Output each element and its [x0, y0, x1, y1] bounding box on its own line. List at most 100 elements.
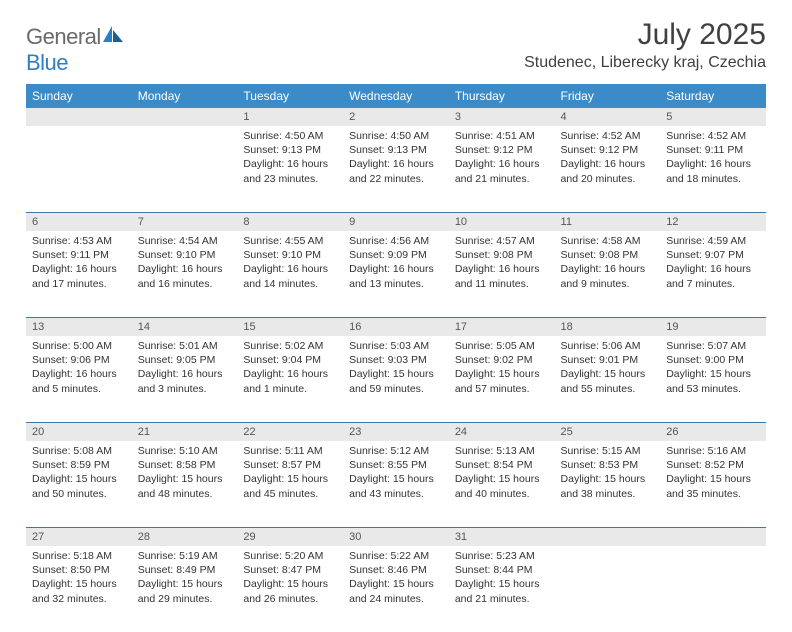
daylight-line: Daylight: 15 hours and 43 minutes.: [349, 472, 443, 500]
day-cell-body: Sunrise: 5:03 AMSunset: 9:03 PMDaylight:…: [343, 336, 449, 422]
daylight-line: Daylight: 16 hours and 22 minutes.: [349, 157, 443, 185]
day-cell-header: 19: [660, 317, 766, 336]
day-cell-header: 10: [449, 212, 555, 231]
location-subtitle: Studenec, Liberecky kraj, Czechia: [524, 54, 766, 72]
daylight-line: Daylight: 16 hours and 20 minutes.: [561, 157, 655, 185]
day-cell-body: Sunrise: 5:02 AMSunset: 9:04 PMDaylight:…: [237, 336, 343, 422]
daylight-line: Daylight: 16 hours and 3 minutes.: [138, 367, 232, 395]
day-cell-body: [660, 546, 766, 632]
daynum-row: 12345: [26, 108, 766, 126]
sunset-line: Sunset: 9:04 PM: [243, 353, 337, 367]
day-content: Sunrise: 5:00 AMSunset: 9:06 PMDaylight:…: [26, 336, 132, 402]
day-cell-body: Sunrise: 5:15 AMSunset: 8:53 PMDaylight:…: [555, 441, 661, 527]
day-cell-header: 5: [660, 108, 766, 126]
day-cell-header: 15: [237, 317, 343, 336]
day-cell-header: [660, 527, 766, 546]
sunrise-line: Sunrise: 5:03 AM: [349, 339, 443, 353]
sunrise-line: Sunrise: 4:57 AM: [455, 234, 549, 248]
day-number: 29: [237, 527, 343, 546]
day-cell-body: Sunrise: 5:20 AMSunset: 8:47 PMDaylight:…: [237, 546, 343, 632]
daynum-row: 2728293031: [26, 527, 766, 546]
day-content: [660, 546, 766, 555]
sunrise-line: Sunrise: 5:08 AM: [32, 444, 126, 458]
sunrise-line: Sunrise: 5:23 AM: [455, 549, 549, 563]
sunset-line: Sunset: 9:08 PM: [561, 248, 655, 262]
day-content: Sunrise: 5:23 AMSunset: 8:44 PMDaylight:…: [449, 546, 555, 612]
sunrise-line: Sunrise: 4:52 AM: [666, 129, 760, 143]
day-cell-header: 31: [449, 527, 555, 546]
sunset-line: Sunset: 8:54 PM: [455, 458, 549, 472]
day-cell-header: 23: [343, 422, 449, 441]
day-number: 17: [449, 317, 555, 336]
day-cell-body: Sunrise: 5:00 AMSunset: 9:06 PMDaylight:…: [26, 336, 132, 422]
day-cell-header: 8: [237, 212, 343, 231]
sunset-line: Sunset: 8:58 PM: [138, 458, 232, 472]
sunrise-line: Sunrise: 5:10 AM: [138, 444, 232, 458]
day-content: Sunrise: 5:16 AMSunset: 8:52 PMDaylight:…: [660, 441, 766, 507]
daylight-line: Daylight: 15 hours and 26 minutes.: [243, 577, 337, 605]
day-cell-header: 20: [26, 422, 132, 441]
title-block: July 2025 Studenec, Liberecky kraj, Czec…: [524, 18, 766, 72]
day-number: 16: [343, 317, 449, 336]
day-number: 8: [237, 212, 343, 231]
daylight-line: Daylight: 15 hours and 50 minutes.: [32, 472, 126, 500]
sunrise-line: Sunrise: 4:58 AM: [561, 234, 655, 248]
day-number: 12: [660, 212, 766, 231]
day-cell-body: Sunrise: 5:12 AMSunset: 8:55 PMDaylight:…: [343, 441, 449, 527]
day-content: Sunrise: 5:20 AMSunset: 8:47 PMDaylight:…: [237, 546, 343, 612]
daylight-line: Daylight: 16 hours and 14 minutes.: [243, 262, 337, 290]
brand-text-general: General: [26, 24, 101, 49]
day-cell-body: Sunrise: 5:08 AMSunset: 8:59 PMDaylight:…: [26, 441, 132, 527]
weekday-header: Saturday: [660, 84, 766, 108]
daylight-line: Daylight: 16 hours and 18 minutes.: [666, 157, 760, 185]
day-cell-header: [555, 527, 661, 546]
weekday-header: Tuesday: [237, 84, 343, 108]
day-cell-header: 30: [343, 527, 449, 546]
day-number: 7: [132, 212, 238, 231]
day-cell-header: 27: [26, 527, 132, 546]
sunset-line: Sunset: 9:13 PM: [243, 143, 337, 157]
sunset-line: Sunset: 9:12 PM: [455, 143, 549, 157]
day-cell-body: Sunrise: 5:01 AMSunset: 9:05 PMDaylight:…: [132, 336, 238, 422]
day-content: Sunrise: 5:10 AMSunset: 8:58 PMDaylight:…: [132, 441, 238, 507]
day-content: Sunrise: 5:03 AMSunset: 9:03 PMDaylight:…: [343, 336, 449, 402]
day-number: 15: [237, 317, 343, 336]
sunrise-line: Sunrise: 4:50 AM: [243, 129, 337, 143]
day-number: 24: [449, 422, 555, 441]
day-content: Sunrise: 5:13 AMSunset: 8:54 PMDaylight:…: [449, 441, 555, 507]
day-cell-header: [132, 108, 238, 126]
day-number: 30: [343, 527, 449, 546]
sunset-line: Sunset: 8:46 PM: [349, 563, 443, 577]
day-cell-body: Sunrise: 5:11 AMSunset: 8:57 PMDaylight:…: [237, 441, 343, 527]
day-content: [555, 546, 661, 555]
sunrise-line: Sunrise: 5:15 AM: [561, 444, 655, 458]
day-cell-header: 11: [555, 212, 661, 231]
sunset-line: Sunset: 9:08 PM: [455, 248, 549, 262]
daycontent-row: Sunrise: 4:50 AMSunset: 9:13 PMDaylight:…: [26, 126, 766, 212]
day-number: 4: [555, 108, 661, 126]
day-number: 26: [660, 422, 766, 441]
daylight-line: Daylight: 15 hours and 32 minutes.: [32, 577, 126, 605]
sunset-line: Sunset: 8:47 PM: [243, 563, 337, 577]
sunset-line: Sunset: 9:10 PM: [243, 248, 337, 262]
daylight-line: Daylight: 15 hours and 45 minutes.: [243, 472, 337, 500]
day-cell-header: 9: [343, 212, 449, 231]
day-content: Sunrise: 4:56 AMSunset: 9:09 PMDaylight:…: [343, 231, 449, 297]
day-number: 31: [449, 527, 555, 546]
day-cell-header: 6: [26, 212, 132, 231]
brand-sails-icon: [103, 24, 125, 49]
day-number: 23: [343, 422, 449, 441]
sunset-line: Sunset: 8:57 PM: [243, 458, 337, 472]
day-number: [660, 527, 766, 546]
sunrise-line: Sunrise: 5:02 AM: [243, 339, 337, 353]
day-content: Sunrise: 5:22 AMSunset: 8:46 PMDaylight:…: [343, 546, 449, 612]
day-content: Sunrise: 5:19 AMSunset: 8:49 PMDaylight:…: [132, 546, 238, 612]
sunset-line: Sunset: 9:11 PM: [32, 248, 126, 262]
sunrise-line: Sunrise: 4:50 AM: [349, 129, 443, 143]
weekday-header: Thursday: [449, 84, 555, 108]
day-number: [555, 527, 661, 546]
day-content: Sunrise: 4:55 AMSunset: 9:10 PMDaylight:…: [237, 231, 343, 297]
sunrise-line: Sunrise: 5:11 AM: [243, 444, 337, 458]
daylight-line: Daylight: 16 hours and 7 minutes.: [666, 262, 760, 290]
daynum-row: 20212223242526: [26, 422, 766, 441]
